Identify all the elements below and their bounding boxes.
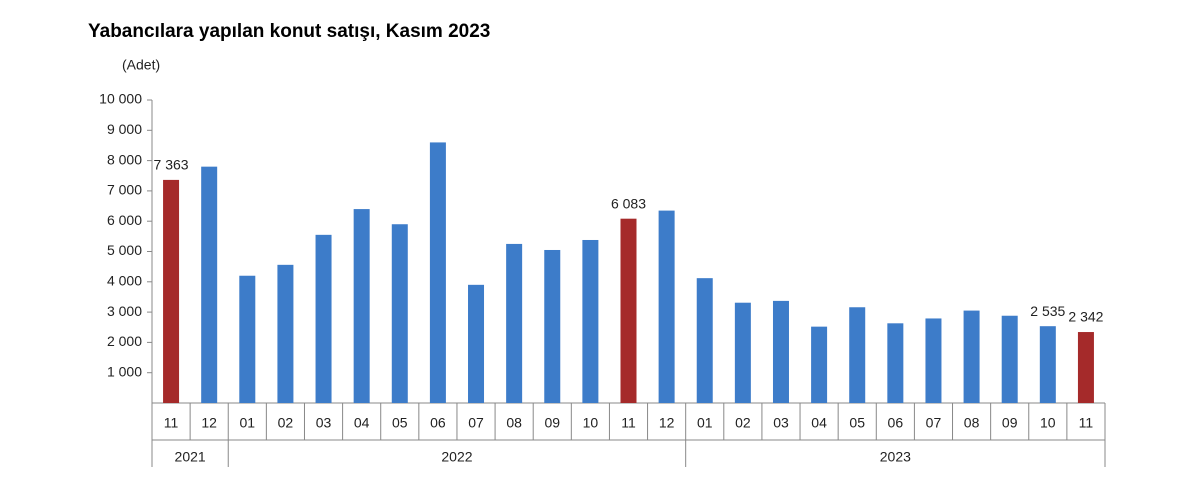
x-tick-label: 01: [697, 415, 713, 431]
x-tick-label: 05: [849, 415, 865, 431]
x-tick-label: 09: [544, 415, 560, 431]
y-tick-label: 8 000: [107, 151, 142, 167]
group-label: 2022: [441, 449, 472, 465]
chart-title: Yabancılara yapılan konut satışı, Kasım …: [88, 21, 490, 42]
y-axis-label: (Adet): [122, 57, 160, 73]
y-tick-label: 9 000: [107, 121, 142, 137]
x-tick-label: 09: [1002, 415, 1018, 431]
x-tick-label: 06: [430, 415, 446, 431]
bar: [772, 300, 789, 403]
x-tick-label: 08: [506, 415, 522, 431]
bar: [391, 224, 408, 403]
y-tick-label: 5 000: [107, 242, 142, 258]
y-tick-label: 2 000: [107, 333, 142, 349]
bar: [620, 218, 637, 403]
x-tick-label: 12: [201, 415, 217, 431]
value-label: 7 363: [154, 157, 189, 173]
x-tick-label: 01: [240, 415, 256, 431]
x-tick-label: 11: [1079, 415, 1094, 431]
bar: [163, 179, 180, 403]
bar: [1039, 326, 1056, 403]
bar: [582, 239, 599, 403]
bar: [811, 326, 828, 403]
x-tick-label: 04: [811, 415, 827, 431]
x-tick-label: 03: [773, 415, 789, 431]
x-tick-label: 03: [316, 415, 332, 431]
group-label: 2021: [175, 449, 206, 465]
bar: [201, 166, 218, 403]
x-tick-label: 11: [164, 415, 179, 431]
bar: [734, 302, 751, 403]
x-tick-label: 06: [888, 415, 904, 431]
bar: [506, 243, 523, 403]
x-tick-label: 12: [659, 415, 675, 431]
bar: [696, 278, 713, 403]
value-label: 6 083: [611, 195, 646, 211]
x-tick-label: 02: [278, 415, 294, 431]
bar: [277, 264, 294, 403]
bar: [544, 249, 561, 403]
x-tick-label: 05: [392, 415, 408, 431]
y-tick-label: 7 000: [107, 182, 142, 198]
x-tick-label: 11: [621, 415, 636, 431]
bar: [925, 318, 942, 403]
bar: [887, 323, 904, 403]
x-tick-label: 07: [926, 415, 942, 431]
x-tick-label: 07: [468, 415, 484, 431]
x-tick-label: 10: [1040, 415, 1056, 431]
x-tick-label: 08: [964, 415, 980, 431]
value-label: 2 342: [1068, 309, 1103, 325]
bar: [429, 142, 446, 404]
x-tick-label: 02: [735, 415, 751, 431]
bar: [658, 210, 675, 403]
bar: [963, 310, 980, 403]
y-tick-label: 3 000: [107, 303, 142, 319]
bar: [239, 275, 256, 403]
x-tick-label: 10: [583, 415, 599, 431]
x-tick-label: 04: [354, 415, 370, 431]
y-tick-label: 10 000: [99, 91, 142, 107]
bar: [315, 234, 332, 403]
bar: [468, 284, 485, 403]
bar: [1077, 332, 1094, 403]
group-label: 2023: [880, 449, 911, 465]
bar: [353, 209, 370, 403]
value-label: 2 535: [1030, 303, 1065, 319]
bar: [1001, 315, 1018, 403]
bar: [849, 307, 866, 403]
y-tick-label: 4 000: [107, 273, 142, 289]
y-tick-label: 6 000: [107, 212, 142, 228]
y-tick-label: 1 000: [107, 363, 142, 379]
